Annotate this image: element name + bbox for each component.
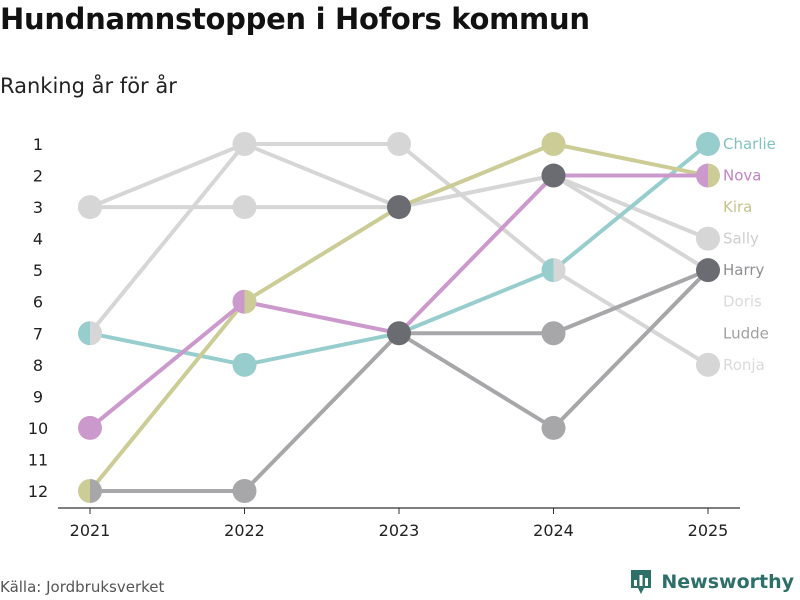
y-tick-label: 12	[28, 482, 48, 501]
series-label-sally: Sally	[723, 230, 759, 248]
x-tick-label: 2024	[533, 521, 574, 540]
rank-marker	[78, 415, 102, 440]
rank-marker	[232, 195, 257, 220]
rank-marker	[232, 132, 257, 156]
series-label-kira: Kira	[723, 198, 752, 216]
y-tick-label: 5	[33, 261, 43, 280]
rank-marker-half-right	[708, 163, 720, 188]
y-tick-label: 1	[33, 135, 43, 154]
rank-marker	[696, 258, 720, 283]
rank-marker	[232, 352, 257, 377]
y-tick-label: 2	[33, 167, 43, 186]
y-tick-label: 7	[33, 324, 43, 343]
rank-marker-half-right	[90, 321, 102, 346]
brand-name: Newsworthy	[661, 571, 794, 593]
y-tick-label: 4	[33, 230, 43, 249]
series-label-nova: Nova	[723, 167, 761, 185]
series-label-harry: Harry	[723, 261, 765, 279]
y-tick-label: 9	[33, 387, 43, 406]
rank-marker	[696, 226, 720, 251]
rank-marker	[232, 479, 257, 503]
rank-marker-half-right	[244, 289, 257, 314]
y-tick-label: 11	[28, 450, 48, 469]
rank-marker-half-right	[553, 258, 566, 283]
x-tick-label: 2023	[379, 521, 420, 540]
rank-marker	[541, 163, 566, 188]
rank-marker	[541, 321, 566, 346]
chart-title: Hundnamnstoppen i Hofors kommun	[0, 2, 590, 36]
rank-marker	[696, 132, 720, 156]
rank-marker-half-left	[78, 479, 90, 503]
x-tick-label: 2022	[224, 521, 265, 540]
rank-marker	[696, 352, 720, 377]
rank-marker-half-left	[78, 321, 90, 346]
newsworthy-logo: Newsworthy	[629, 568, 794, 596]
rank-marker	[387, 132, 411, 156]
y-tick-label: 10	[28, 419, 48, 438]
rank-marker	[387, 195, 411, 220]
series-label-ludde: Ludde	[723, 324, 769, 342]
rank-marker	[78, 195, 102, 220]
y-tick-label: 3	[33, 198, 43, 217]
series-label-doris: Doris	[723, 293, 762, 311]
series-label-ronja: Ronja	[723, 356, 765, 374]
y-tick-label: 6	[33, 293, 43, 312]
rank-marker-half-left	[696, 163, 708, 188]
source-note: Källa: Jordbruksverket	[0, 578, 165, 596]
rank-marker-half-left	[232, 289, 245, 314]
x-tick-label: 2021	[70, 521, 111, 540]
rank-marker	[541, 415, 566, 440]
bar-chart-pin-icon	[631, 570, 652, 594]
rank-marker	[387, 321, 411, 346]
chart-subtitle: Ranking år för år	[0, 74, 177, 98]
series-label-charlie: Charlie	[723, 135, 776, 153]
rank-marker-half-right	[90, 479, 102, 503]
series-line-harry	[397, 268, 710, 430]
y-tick-label: 8	[33, 356, 43, 375]
rank-marker-half-left	[541, 258, 554, 283]
x-tick-label: 2025	[688, 521, 729, 540]
rank-marker	[541, 132, 566, 156]
